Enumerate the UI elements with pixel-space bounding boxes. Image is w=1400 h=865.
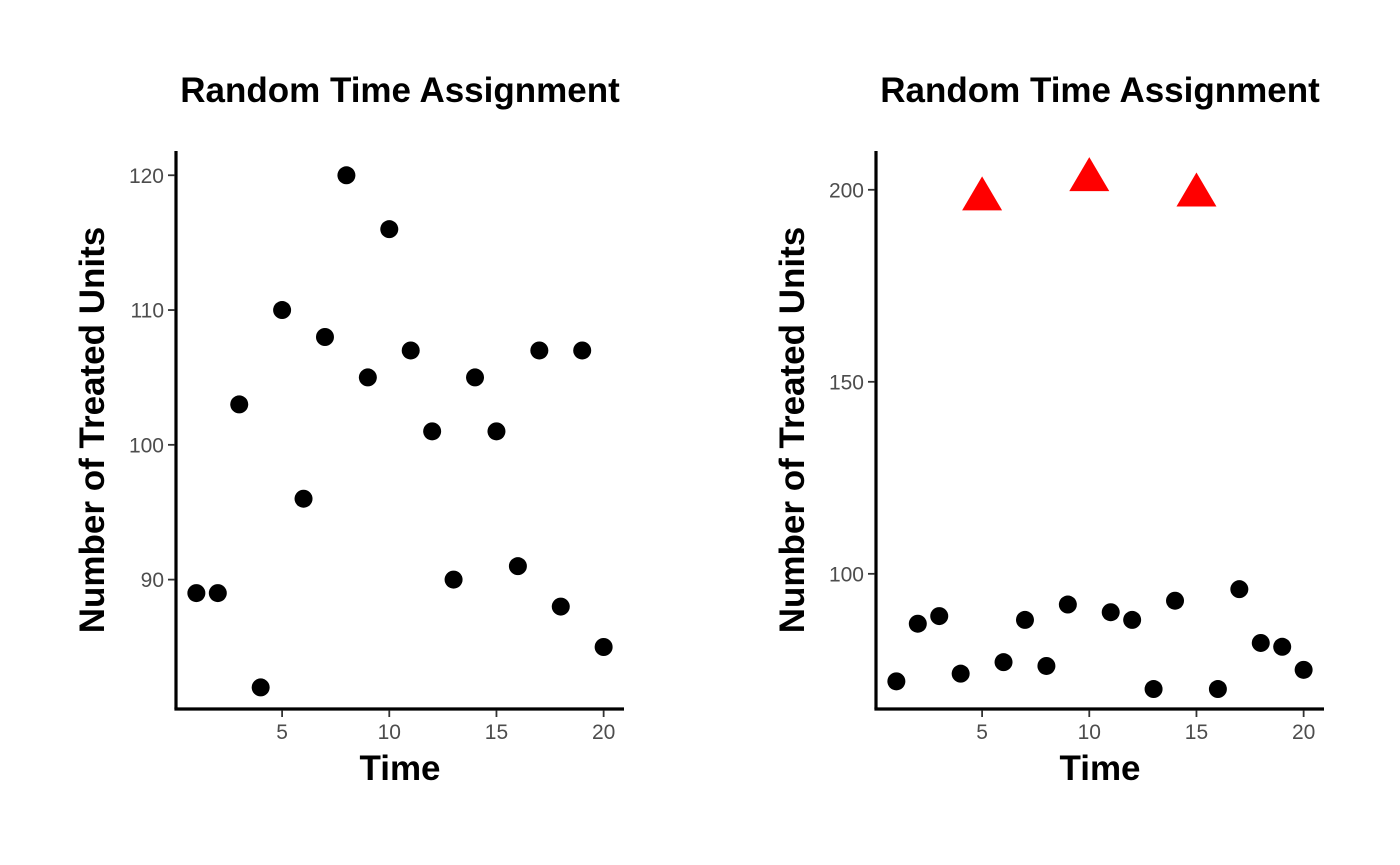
right-scatter-panel: Random Time Assignment Number of Treated…	[773, 71, 1324, 788]
left-point-t17	[530, 341, 549, 360]
left-point-t14	[466, 368, 485, 387]
right-x-tick-label-10: 10	[1078, 721, 1101, 744]
right-point-t6	[994, 653, 1013, 672]
left-y-axis-title: Number of Treated Units	[73, 227, 112, 633]
left-y-tick-label-90: 90	[141, 569, 164, 592]
left-point-t1	[187, 584, 206, 603]
right-point-t1	[887, 672, 906, 691]
right-point-t16	[1208, 680, 1227, 699]
right-y-tick-label-200: 200	[829, 179, 864, 202]
right-x-axis-title: Time	[1059, 749, 1140, 788]
left-point-t5	[273, 301, 292, 320]
left-point-t8	[337, 166, 356, 185]
right-triangle-point-t15	[1176, 172, 1217, 207]
right-point-t13	[1144, 680, 1163, 699]
right-y-tick-label-150: 150	[829, 371, 864, 394]
left-data-marks	[187, 166, 613, 697]
left-x-axis-title: Time	[359, 749, 440, 788]
left-y-tick-label-110: 110	[131, 300, 164, 323]
right-ticks: 5 10 15 20 100 150 200	[829, 179, 1315, 744]
right-chart-title: Random Time Assignment	[880, 71, 1320, 110]
right-point-t19	[1273, 637, 1292, 656]
right-point-t17	[1230, 580, 1249, 599]
left-point-t4	[251, 678, 270, 697]
right-x-tick-label-15: 15	[1185, 721, 1208, 744]
right-point-t9	[1058, 595, 1077, 614]
right-point-t8	[1037, 656, 1056, 675]
left-x-tick-label-20: 20	[592, 721, 615, 744]
left-chart-title: Random Time Assignment	[180, 71, 620, 110]
left-x-tick-label-5: 5	[276, 721, 288, 744]
left-ticks: 5 10 15 20 90 100 110 120	[129, 165, 615, 744]
left-point-t20	[594, 638, 613, 656]
right-point-t7	[1015, 610, 1034, 629]
right-y-axis-title: Number of Treated Units	[773, 227, 812, 633]
left-point-t9	[358, 368, 377, 387]
left-point-t13	[444, 570, 463, 589]
left-point-t19	[573, 341, 592, 360]
left-point-t18	[551, 597, 570, 616]
left-point-t16	[508, 557, 527, 576]
left-point-t10	[380, 220, 399, 239]
left-point-t3	[230, 395, 249, 414]
left-point-t7	[315, 328, 334, 346]
left-scatter-panel: Random Time Assignment Number of Treated…	[73, 71, 624, 788]
left-point-t15	[487, 422, 506, 441]
right-point-t2	[908, 614, 927, 633]
right-point-t3	[930, 607, 949, 626]
right-point-t18	[1251, 633, 1270, 652]
left-y-tick-label-100: 100	[129, 434, 164, 457]
right-point-t14	[1166, 591, 1185, 610]
left-x-tick-label-10: 10	[378, 721, 401, 744]
right-y-tick-label-100: 100	[829, 563, 864, 586]
right-x-tick-label-20: 20	[1292, 721, 1315, 744]
left-point-t2	[208, 584, 227, 603]
left-point-t12	[423, 422, 442, 441]
left-x-tick-label-15: 15	[485, 721, 508, 744]
right-x-tick-label-5: 5	[976, 721, 988, 744]
right-point-t20	[1294, 660, 1313, 679]
right-data-marks	[887, 157, 1313, 699]
left-y-tick-label-120: 120	[129, 165, 164, 188]
right-triangle-point-t10	[1069, 157, 1110, 192]
left-point-t6	[294, 489, 313, 508]
right-triangle-point-t5	[962, 176, 1003, 211]
right-point-t4	[951, 664, 970, 683]
right-point-t11	[1101, 603, 1120, 622]
left-point-t11	[401, 341, 420, 360]
right-point-t12	[1123, 610, 1142, 629]
